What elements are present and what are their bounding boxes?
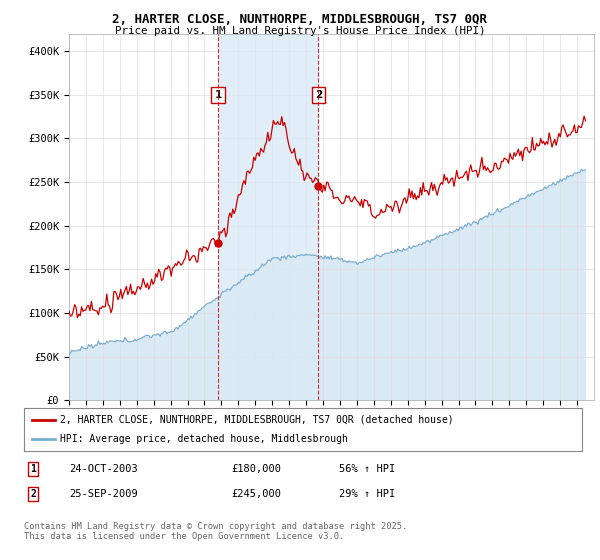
Text: Contains HM Land Registry data © Crown copyright and database right 2025.
This d: Contains HM Land Registry data © Crown c… xyxy=(24,522,407,542)
Text: 25-SEP-2009: 25-SEP-2009 xyxy=(69,489,138,499)
Text: 2: 2 xyxy=(30,489,36,499)
Text: 2, HARTER CLOSE, NUNTHORPE, MIDDLESBROUGH, TS7 0QR (detached house): 2, HARTER CLOSE, NUNTHORPE, MIDDLESBROUG… xyxy=(60,415,454,424)
Text: £245,000: £245,000 xyxy=(231,489,281,499)
Text: £180,000: £180,000 xyxy=(231,464,281,474)
Text: 1: 1 xyxy=(30,464,36,474)
Text: 2: 2 xyxy=(315,90,322,100)
Text: 24-OCT-2003: 24-OCT-2003 xyxy=(69,464,138,474)
Text: 29% ↑ HPI: 29% ↑ HPI xyxy=(339,489,395,499)
Text: 1: 1 xyxy=(215,90,222,100)
Text: 56% ↑ HPI: 56% ↑ HPI xyxy=(339,464,395,474)
Text: 2, HARTER CLOSE, NUNTHORPE, MIDDLESBROUGH, TS7 0QR: 2, HARTER CLOSE, NUNTHORPE, MIDDLESBROUG… xyxy=(113,13,487,26)
Bar xyxy=(218,34,319,400)
Text: Price paid vs. HM Land Registry's House Price Index (HPI): Price paid vs. HM Land Registry's House … xyxy=(115,26,485,36)
Text: HPI: Average price, detached house, Middlesbrough: HPI: Average price, detached house, Midd… xyxy=(60,435,348,444)
